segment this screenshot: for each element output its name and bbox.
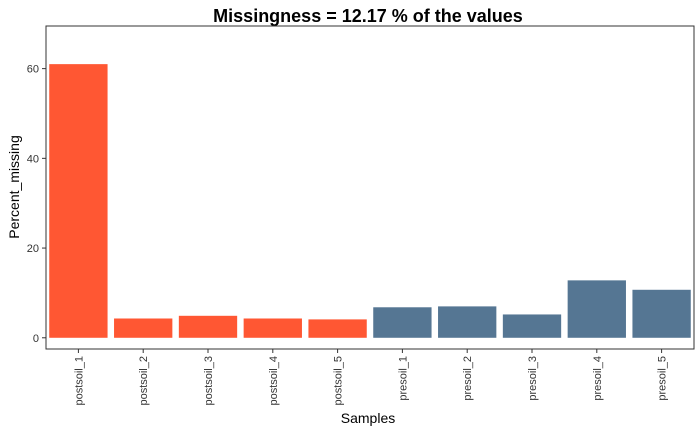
y-tick-label: 20 bbox=[27, 243, 39, 255]
chart-title: Missingness = 12.17 % of the values bbox=[213, 6, 523, 26]
bar-presoil_1 bbox=[373, 307, 432, 338]
bar-postsoil_5 bbox=[308, 319, 367, 338]
bar-postsoil_2 bbox=[114, 318, 173, 338]
y-tick-label: 40 bbox=[27, 153, 39, 165]
bar-presoil_2 bbox=[438, 306, 497, 338]
x-tick-label-postsoil_3: postsoil_3 bbox=[203, 356, 215, 406]
x-axis-title: Samples bbox=[341, 410, 395, 426]
bar-postsoil_1 bbox=[49, 64, 108, 338]
x-tick-label-presoil_3: presoil_3 bbox=[527, 356, 539, 401]
x-tick-label-presoil_1: presoil_1 bbox=[397, 356, 409, 401]
bar-presoil_5 bbox=[632, 289, 691, 338]
y-axis-title: Percent_missing bbox=[6, 135, 22, 239]
x-tick-label-postsoil_2: postsoil_2 bbox=[138, 356, 150, 406]
y-tick-label: 0 bbox=[33, 333, 39, 345]
x-tick-label-postsoil_4: postsoil_4 bbox=[268, 356, 280, 406]
x-tick-label-postsoil_1: postsoil_1 bbox=[73, 356, 85, 406]
bars-group bbox=[49, 64, 691, 338]
bar-postsoil_3 bbox=[178, 315, 238, 338]
y-axis: 0 20 40 60 bbox=[27, 64, 46, 345]
x-tick-label-presoil_5: presoil_5 bbox=[657, 356, 669, 401]
y-tick-label: 60 bbox=[27, 64, 39, 76]
x-axis: postsoil_1 postsoil_2 postsoil_3 postsoil_4… bbox=[73, 349, 669, 406]
bar-presoil_4 bbox=[567, 280, 626, 338]
bar-presoil_3 bbox=[502, 314, 562, 338]
x-tick-label-presoil_2: presoil_2 bbox=[462, 356, 474, 401]
bar-postsoil_4 bbox=[243, 318, 302, 338]
x-tick-label-presoil_4: presoil_4 bbox=[592, 356, 604, 401]
x-tick-label-postsoil_5: postsoil_5 bbox=[333, 356, 345, 406]
